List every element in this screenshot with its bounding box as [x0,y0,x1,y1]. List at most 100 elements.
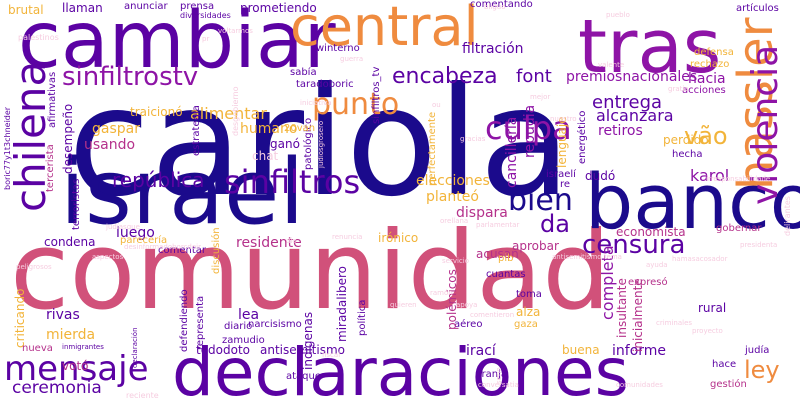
word: filtración [462,41,524,57]
word: buena [562,343,600,357]
word: cariola [68,56,572,230]
word: inicialmente [631,278,645,352]
word: irresponsabilidade [706,175,771,183]
word: hacia [688,71,726,87]
word: acusan [476,247,519,261]
word: israel [60,140,305,245]
word: culpa [485,109,572,147]
word: sinfiltros [224,163,361,201]
word: sinfiltrostv [62,62,199,92]
word: hace [712,359,737,370]
word: parlamentar [476,221,520,229]
word: desinformadoborcdeir [124,243,201,251]
word: judíasque [106,223,140,231]
word: cuantas [486,269,526,280]
word: tercerista [45,144,56,192]
word: judiosgrosero [317,120,325,168]
word: anunciar [124,1,168,12]
word: acciones [682,85,726,96]
word: narcisismo [248,319,302,330]
word: orellana [440,217,469,225]
word: franja [478,369,508,380]
word: informe [612,343,667,359]
word: irací [466,343,496,359]
word: defensa [694,47,734,58]
word: mierda [46,327,96,343]
word: tododoto [196,343,251,357]
word: cancillería [504,116,520,188]
word: punto [312,87,400,122]
word: ou [432,101,441,109]
word: bien [508,183,573,218]
word: ataque [286,371,322,382]
word: da [540,210,570,238]
word: comentando [470,0,533,10]
word: zamudio [222,335,265,346]
word: ley [744,356,780,384]
word: insultante [615,278,629,338]
word: inmigrantes [62,343,104,351]
word: conversatia [478,381,519,389]
word: criminales [656,319,693,327]
word: boric77y1t3chneider [3,106,12,190]
word: economista [616,225,686,239]
word: renuncia [332,233,363,241]
word: taradoboric [296,79,354,90]
word: voltarmos [218,27,253,35]
word: presidenta [740,241,778,249]
word: pr [202,35,210,43]
word: indígenas [301,311,315,370]
word: karol [690,166,730,185]
word: comunidad [10,209,611,334]
word: luego [116,225,155,241]
word: proyecto [692,327,723,335]
word: prensa [180,1,215,12]
word: alimentar [190,104,267,123]
word: dudó [585,169,616,183]
word: gracias [460,135,486,143]
word: usando [84,137,136,153]
word: alza [516,305,541,319]
word: vão [684,122,728,150]
word: rivas [46,307,80,323]
word: comentar [158,245,207,256]
word: declaraciones [172,334,629,400]
word: criticando [13,288,27,348]
word: afirmativas [47,71,58,128]
word: font [516,66,552,87]
word: reciente [126,391,159,400]
word: iniciativa [300,99,332,107]
word: ganó [270,137,300,151]
word: hamasacosador [672,255,728,263]
word: comentieron [470,311,515,319]
word: ramón [430,289,453,297]
word: discusión [211,227,222,274]
word: gobernar [716,223,762,234]
word: votó [62,359,89,373]
word: hecha [672,149,703,160]
word: república [112,168,205,192]
word: lea [238,307,260,323]
word: servicio [442,257,469,265]
word: desempeño [61,103,75,174]
word: mejor [530,93,551,101]
word: dispara [456,205,508,221]
word: elecciones [416,173,490,189]
word: energético [577,110,588,164]
word: llaman [62,1,103,15]
word: diversidades [180,11,231,20]
word: estrategia [191,105,202,156]
word: retiros [598,123,643,139]
word: pib [498,253,514,264]
word: rechazo [690,59,730,70]
word: humano [240,121,298,137]
word: sabía [290,67,317,78]
word: defendiendo [179,289,190,352]
word: ayuda [646,261,668,269]
word: artículos [736,3,779,14]
word: dio [286,237,297,245]
word: central [290,0,479,58]
word: perdido [663,133,709,147]
word: winterno [316,43,360,54]
